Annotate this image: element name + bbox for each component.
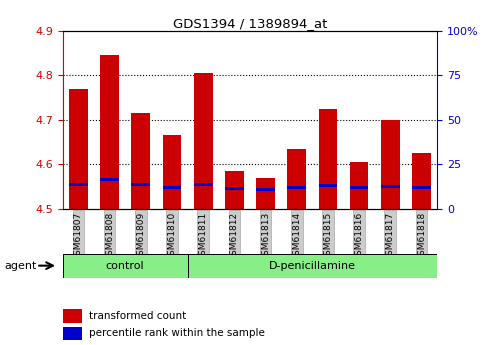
Bar — [100, 178, 119, 181]
Text: GSM61812: GSM61812 — [230, 211, 239, 260]
Text: percentile rank within the sample: percentile rank within the sample — [89, 328, 265, 338]
Bar — [131, 183, 150, 186]
Bar — [194, 183, 213, 186]
Text: GSM61815: GSM61815 — [324, 211, 332, 261]
Bar — [225, 187, 244, 190]
Bar — [319, 184, 337, 187]
Text: GSM61807: GSM61807 — [74, 211, 83, 261]
Bar — [256, 188, 275, 191]
Text: control: control — [106, 261, 144, 270]
Bar — [131, 113, 150, 209]
Bar — [412, 186, 431, 189]
Bar — [287, 149, 306, 209]
Bar — [100, 56, 119, 209]
Bar — [163, 186, 181, 189]
Text: GSM61810: GSM61810 — [168, 211, 176, 261]
Bar — [69, 183, 88, 186]
Bar — [412, 153, 431, 209]
Text: GSM61808: GSM61808 — [105, 211, 114, 261]
Bar — [287, 186, 306, 189]
Bar — [381, 120, 399, 209]
Text: GSM61811: GSM61811 — [199, 211, 208, 261]
Bar — [163, 136, 181, 209]
Bar — [256, 178, 275, 209]
Bar — [350, 186, 369, 189]
Bar — [63, 254, 187, 278]
Bar — [69, 89, 88, 209]
Bar — [381, 185, 399, 188]
Bar — [194, 73, 213, 209]
Text: GSM61809: GSM61809 — [136, 211, 145, 261]
Title: GDS1394 / 1389894_at: GDS1394 / 1389894_at — [173, 17, 327, 30]
Text: GSM61818: GSM61818 — [417, 211, 426, 261]
Text: agent: agent — [5, 261, 37, 270]
Text: GSM61816: GSM61816 — [355, 211, 364, 261]
Bar — [63, 309, 82, 323]
Text: GSM61813: GSM61813 — [261, 211, 270, 261]
Text: D-penicillamine: D-penicillamine — [269, 261, 356, 270]
Text: GSM61817: GSM61817 — [386, 211, 395, 261]
Bar — [63, 327, 82, 340]
Text: GSM61814: GSM61814 — [292, 211, 301, 260]
Bar — [225, 171, 244, 209]
Bar — [187, 254, 437, 278]
Text: transformed count: transformed count — [89, 311, 186, 321]
Bar — [319, 109, 337, 209]
Bar — [350, 162, 369, 209]
